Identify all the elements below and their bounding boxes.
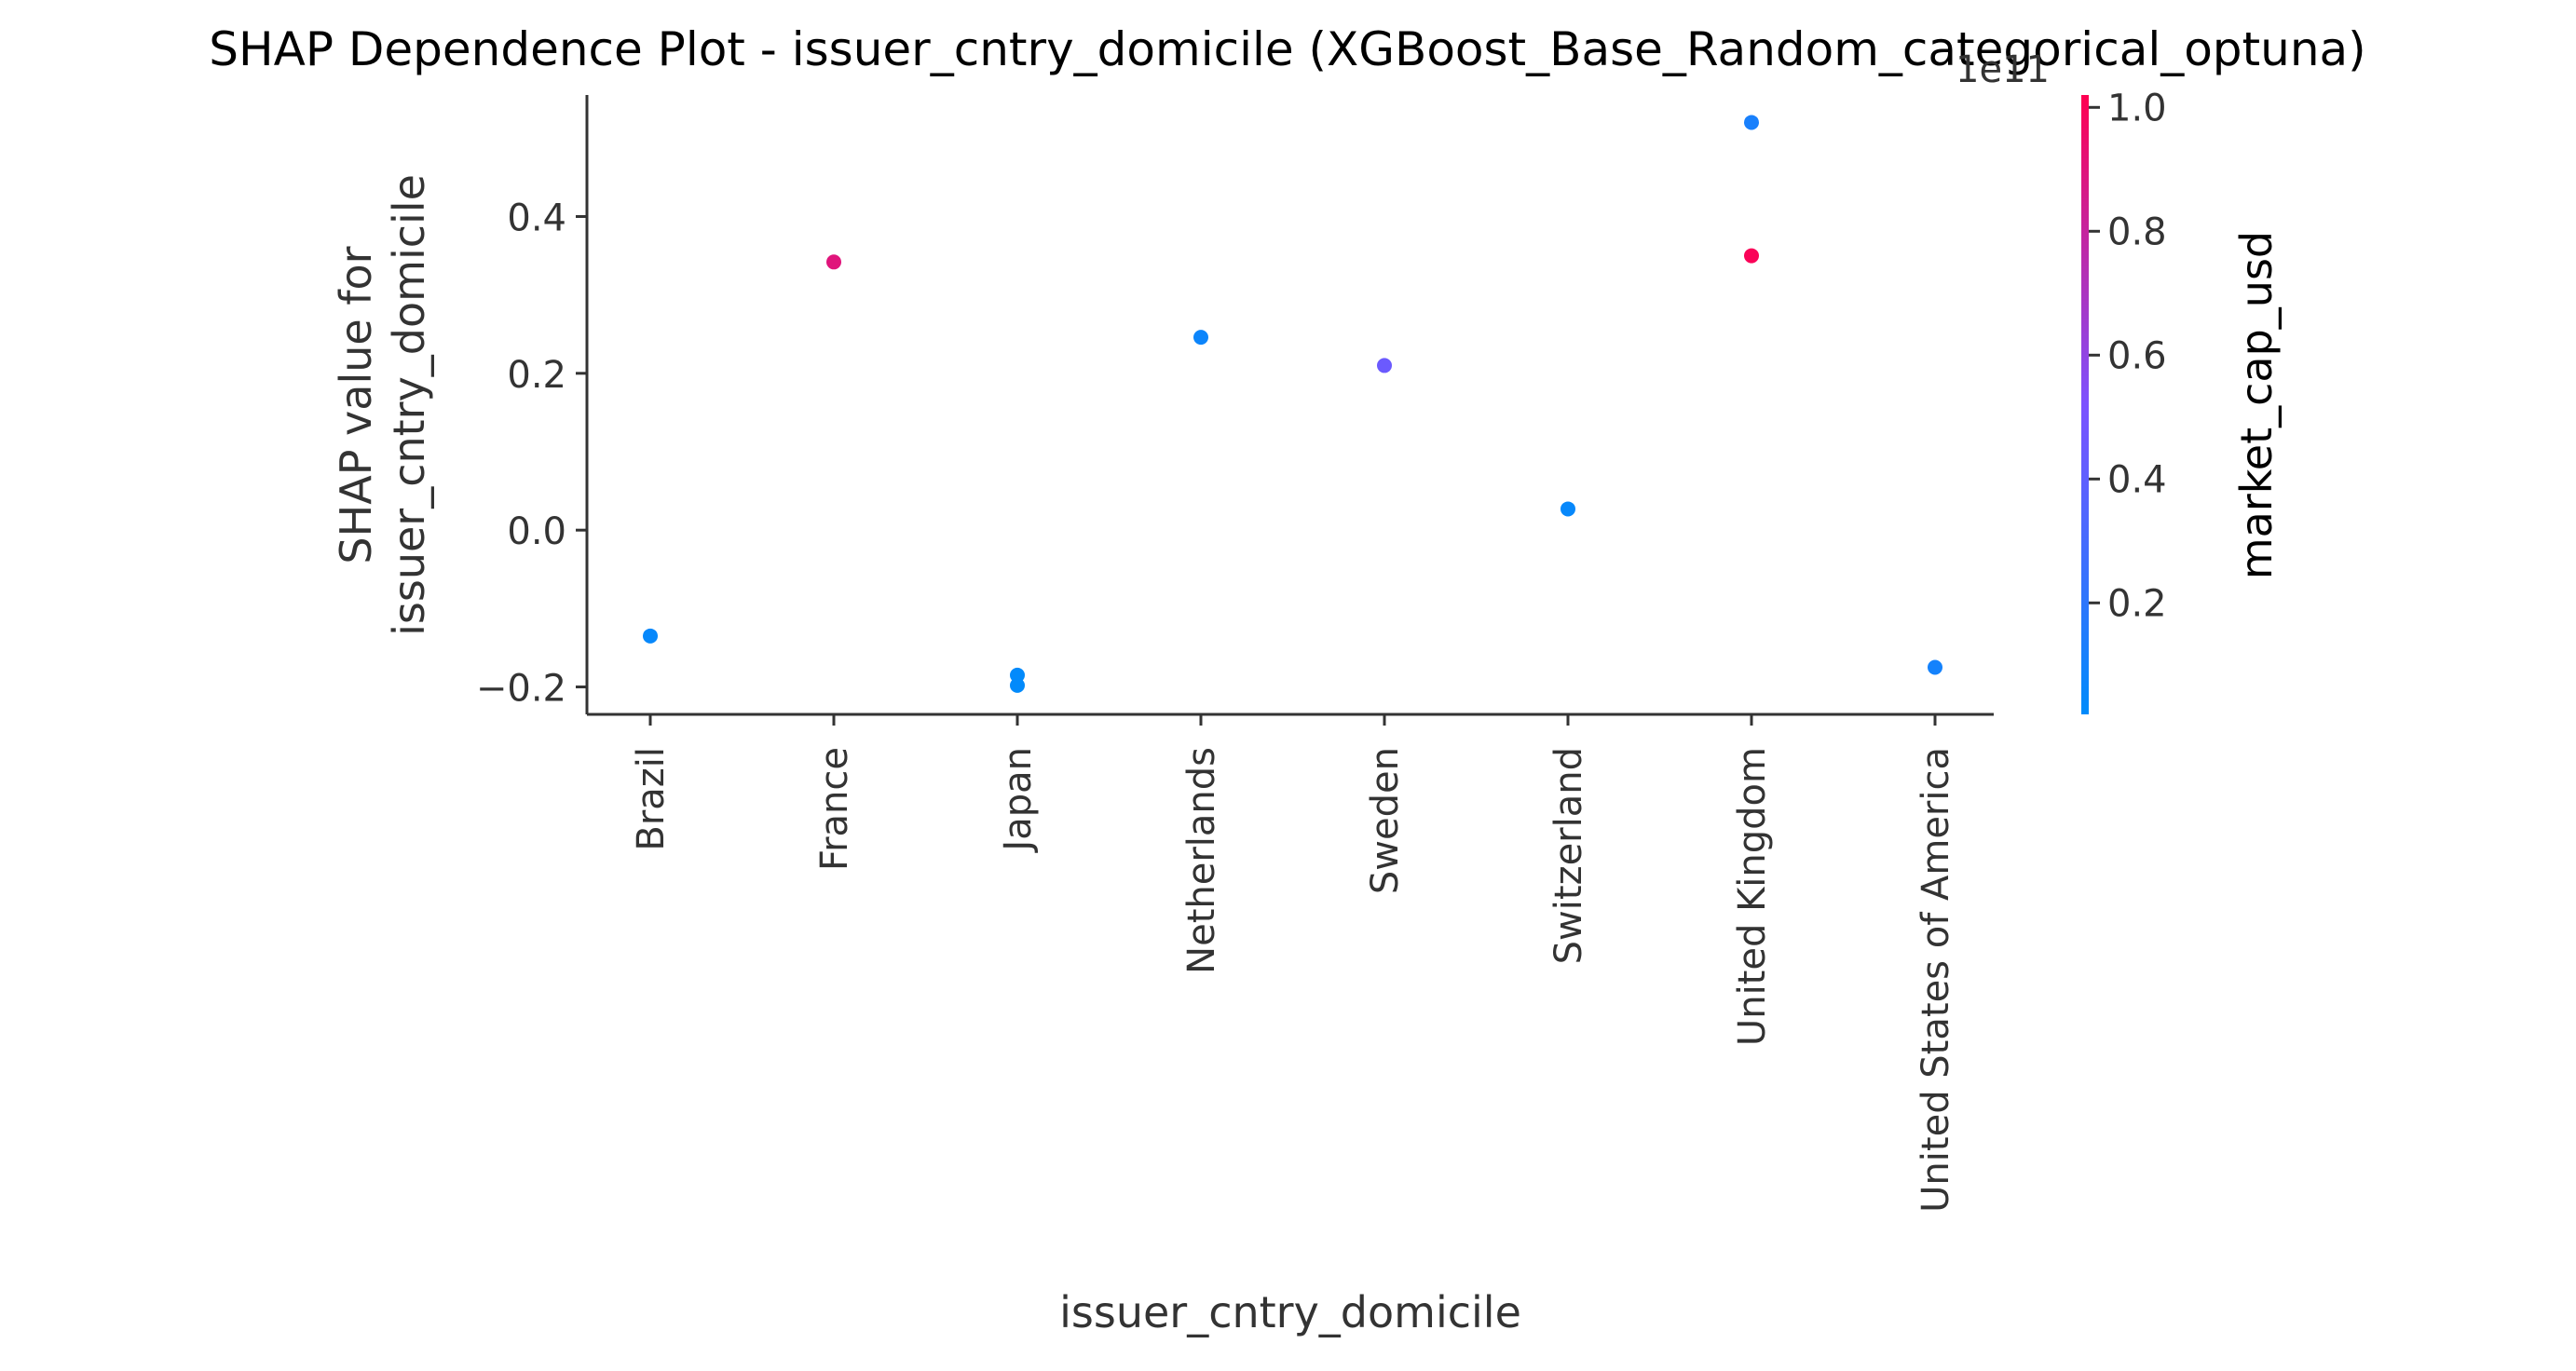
y-tick-label: 0.4 <box>507 197 566 239</box>
data-point <box>1010 667 1025 683</box>
data-point <box>643 628 658 644</box>
data-point <box>1377 358 1392 373</box>
data-point <box>1744 115 1759 130</box>
x-axis-label: issuer_cntry_domicile <box>1059 1287 1521 1337</box>
y-axis-label-line1: SHAP value for <box>331 246 381 563</box>
y-axis-label-line2: issuer_cntry_domicile <box>384 174 434 636</box>
colorbar-tick-label: 0.8 <box>2107 210 2167 253</box>
y-tick-label: 0.0 <box>507 510 566 553</box>
chart-title: SHAP Dependence Plot - issuer_cntry_domi… <box>209 22 2365 76</box>
colorbar-label: market_cap_usd <box>2231 231 2282 579</box>
colorbar <box>2081 95 2089 714</box>
colorbar-tick-label: 0.2 <box>2107 582 2167 625</box>
colorbar-tick-label: 0.4 <box>2107 458 2167 501</box>
data-point <box>1010 677 1025 693</box>
x-ticks: Brazil France Japan Netherlands Sweden Switze… <box>630 714 1957 1213</box>
x-tick-label: United States of America <box>1915 747 1957 1213</box>
data-point <box>1193 330 1208 346</box>
y-ticks: −0.2 0.0 0.2 0.4 <box>476 197 587 711</box>
x-tick-label: Netherlands <box>1180 747 1223 974</box>
data-point <box>1928 659 1942 675</box>
x-tick-label: Sweden <box>1364 747 1407 894</box>
x-tick-label: Brazil <box>630 747 673 851</box>
colorbar-tick-label: 0.6 <box>2107 334 2167 377</box>
data-points <box>643 115 1942 693</box>
x-tick-label: Japan <box>997 747 1040 854</box>
y-tick-label: 0.2 <box>507 354 566 397</box>
x-tick-label: Switzerland <box>1547 747 1590 964</box>
colorbar-ticks: 0.2 0.4 0.6 0.8 1.0 <box>2089 87 2167 625</box>
x-tick-label: United Kingdom <box>1731 747 1774 1046</box>
x-tick-label: France <box>813 747 856 871</box>
y-tick-label: −0.2 <box>476 668 566 711</box>
colorbar-tick-label: 1.0 <box>2107 87 2167 129</box>
data-point <box>826 254 841 270</box>
colorbar-offset-label: 1e11 <box>1956 48 2050 91</box>
colorbar-gradient <box>2081 95 2089 714</box>
data-point <box>1561 501 1575 517</box>
data-point <box>1744 248 1759 264</box>
plot-axes <box>585 95 1994 716</box>
